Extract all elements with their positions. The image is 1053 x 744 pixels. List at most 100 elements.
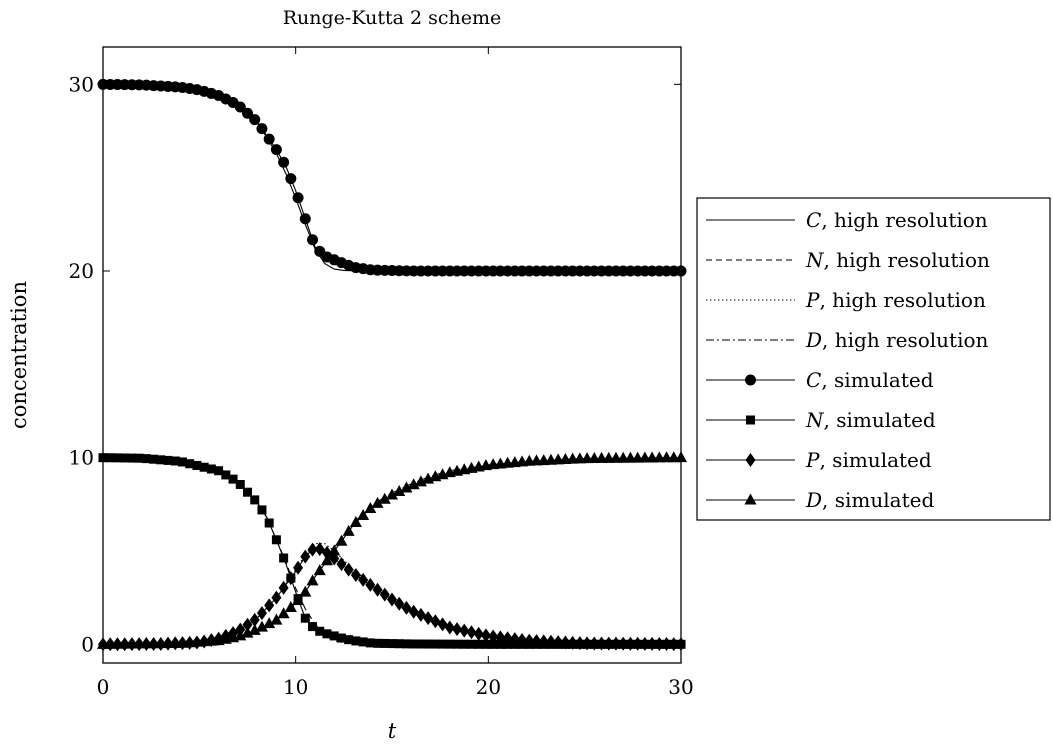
series-n-simulated-marker (474, 639, 484, 649)
legend-entry-d-simulated-label: D, simulated (805, 488, 934, 512)
series-n-simulated-marker (344, 635, 354, 645)
series-d-simulated-marker (349, 516, 362, 528)
series-d-simulated-marker (342, 524, 355, 536)
series-n-simulated-marker (409, 639, 419, 649)
series-n-simulated-marker (358, 637, 368, 647)
series-d-simulated-marker (255, 620, 268, 632)
series-n-simulated-marker (445, 639, 455, 649)
series-n-simulated-marker (459, 639, 469, 649)
series-n-simulated-marker (279, 553, 289, 563)
series-n-simulated-marker (481, 639, 491, 649)
series-d-simulated-marker (393, 485, 406, 496)
series-p-simulated-marker (278, 580, 289, 595)
series-p-simulated-marker (358, 572, 369, 587)
series-p-simulated-marker (589, 636, 600, 651)
series-p-simulated-marker (509, 632, 520, 647)
series-d-simulated-marker (306, 574, 319, 586)
legend-entry-p-simulated-marker (745, 453, 756, 467)
legend-entry-d-simulated-marker (744, 493, 757, 505)
series-d-simulated-marker (277, 607, 290, 619)
series-p-simulated-marker (654, 636, 665, 651)
series-n-simulated-marker (243, 487, 252, 497)
series-p-simulated-marker (531, 634, 542, 649)
series-n-simulated-marker (156, 455, 166, 465)
series-p-simulated-marker (466, 625, 477, 640)
series-n-simulated-marker (120, 453, 130, 463)
series-n-simulated-marker (170, 456, 180, 466)
series-d-simulated-marker (364, 502, 377, 514)
series-p-simulated-marker (293, 560, 304, 575)
series-n-simulated-marker (149, 454, 159, 464)
series-n-simulated-marker (206, 464, 216, 474)
series-d-simulated-marker (357, 509, 370, 521)
legend: C, high resolution N, high resolution P, h… (696, 197, 1051, 521)
series-d-simulated-marker (263, 617, 276, 629)
x-tick-label: 10 (283, 675, 308, 699)
x-tick-label: 20 (476, 675, 501, 699)
series-d-highres-line (102, 457, 682, 645)
series-n-simulated-marker (373, 638, 383, 648)
series-n-simulated-marker (430, 639, 440, 649)
series-c-simulated-marker (263, 133, 275, 145)
series-c-simulated-marker (256, 123, 268, 135)
series-p-simulated-marker (480, 628, 491, 643)
series-p-simulated-marker (495, 630, 506, 645)
axis-ticks: 0 10 20 30 0 10 20 30 (69, 47, 694, 699)
series-p-simulated-marker (603, 636, 614, 651)
y-tick-label: 30 (69, 72, 94, 96)
series-p-simulated-marker (271, 590, 282, 605)
series-n-simulated-marker (105, 453, 115, 463)
series-n-simulated-marker (329, 631, 339, 641)
legend-entry-p-highres-label: P, high resolution (805, 288, 986, 312)
series-p-simulated-marker (574, 636, 585, 651)
series-d-simulated-marker (241, 626, 254, 638)
series-p-simulated-marker (343, 562, 354, 577)
legend-entry-c-simulated-label: C, simulated (806, 368, 934, 392)
series-n-simulated-marker (401, 639, 411, 649)
series-p-simulated-marker (321, 545, 332, 560)
series-n-simulated-marker (300, 613, 310, 623)
series-d-simulated-marker (270, 613, 283, 625)
series-d-simulated-marker (299, 585, 312, 597)
series-c-simulated-marker (299, 213, 311, 225)
series-p-simulated-marker (365, 577, 376, 592)
series-n-simulated-marker (423, 639, 433, 649)
series-p-simulated-marker (372, 582, 383, 597)
plot-frame (102, 46, 682, 664)
series-n-simulated-marker (438, 639, 448, 649)
series-n-simulated-marker (271, 535, 281, 545)
series-d-simulated-marker (234, 629, 247, 641)
series-p-simulated-marker (285, 571, 296, 586)
series-n-simulated-marker (308, 622, 318, 632)
series-c-simulated-marker (278, 156, 290, 168)
series-n-simulated-marker (394, 639, 404, 649)
series-p-simulated-marker (379, 587, 390, 602)
series-p-simulated-marker (582, 636, 593, 651)
series-p-simulated-marker (524, 633, 535, 648)
series-n-simulated-marker (199, 462, 209, 472)
plot-data (97, 78, 687, 652)
series-n-simulated-marker (466, 639, 476, 649)
series-p-simulated-marker (350, 568, 361, 583)
legend-entry-n-highres-label: N, high resolution (805, 248, 990, 272)
series-d-simulated-marker (328, 544, 341, 556)
series-p-simulated-marker (256, 606, 267, 621)
series-c-simulated-marker (242, 107, 253, 119)
series-p-simulated-marker (538, 634, 549, 649)
series-d-simulated-marker (320, 554, 333, 566)
series-d-simulated-marker (414, 475, 427, 487)
series-d-simulated-marker (335, 534, 348, 546)
series-n-simulated-marker (336, 633, 346, 643)
series-d-simulated-marker (386, 488, 398, 500)
series-n-simulated-marker (228, 474, 238, 484)
legend-box (696, 197, 1051, 521)
x-axis-label: t (388, 719, 397, 743)
series-n-simulated-marker (416, 639, 426, 649)
series-c-simulated-marker (234, 101, 246, 113)
series-n-simulated-marker (452, 639, 462, 649)
legend-entry-c-simulated-marker (745, 374, 756, 386)
series-n-simulated-marker (192, 460, 202, 470)
series-n-simulated-marker (387, 639, 397, 649)
series-n-simulated-marker (127, 453, 137, 463)
y-tick-label: 20 (69, 259, 94, 283)
